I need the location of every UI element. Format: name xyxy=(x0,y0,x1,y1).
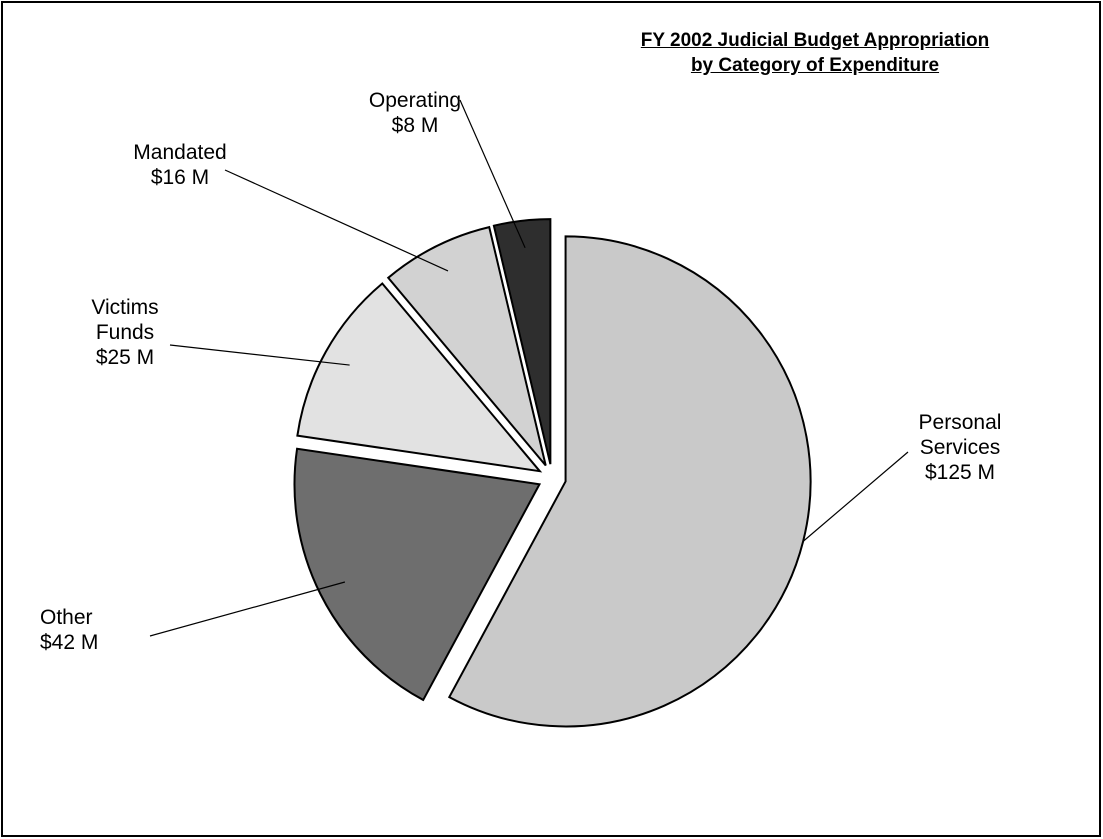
category-label: Operating xyxy=(368,89,462,112)
category-label: Victims Funds xyxy=(91,296,159,344)
value-label: $42 M xyxy=(40,631,99,654)
pie-slice xyxy=(447,235,812,728)
leader-line xyxy=(169,344,350,366)
leader-line xyxy=(149,581,346,637)
slice-label: Personal Services $125 M xyxy=(905,410,1015,485)
chart-title: FY 2002 Judicial Budget Appropriation xyxy=(640,30,990,51)
value-label: $125 M xyxy=(924,461,996,484)
value-label: $16 M xyxy=(150,166,210,189)
slice-label: Other $42 M xyxy=(40,605,150,655)
leader-line xyxy=(224,169,449,272)
value-label: $8 M xyxy=(391,114,439,137)
pie-slice xyxy=(296,282,543,473)
leader-line xyxy=(802,451,909,542)
slice-label: Victims Funds $25 M xyxy=(70,295,180,370)
chart-subtitle: by Category of Expenditure xyxy=(690,55,940,76)
slice-label: Mandated $16 M xyxy=(125,140,235,190)
leader-line xyxy=(459,99,526,249)
slice-label: Operating $8 M xyxy=(360,88,470,138)
category-label: Mandated xyxy=(133,141,227,164)
pie-slice xyxy=(293,447,542,702)
category-label: Personal Services xyxy=(918,411,1002,459)
pie-slice xyxy=(386,225,547,467)
pie-slice xyxy=(492,218,552,465)
value-label: $25 M xyxy=(95,346,155,369)
category-label: Other xyxy=(40,606,93,629)
